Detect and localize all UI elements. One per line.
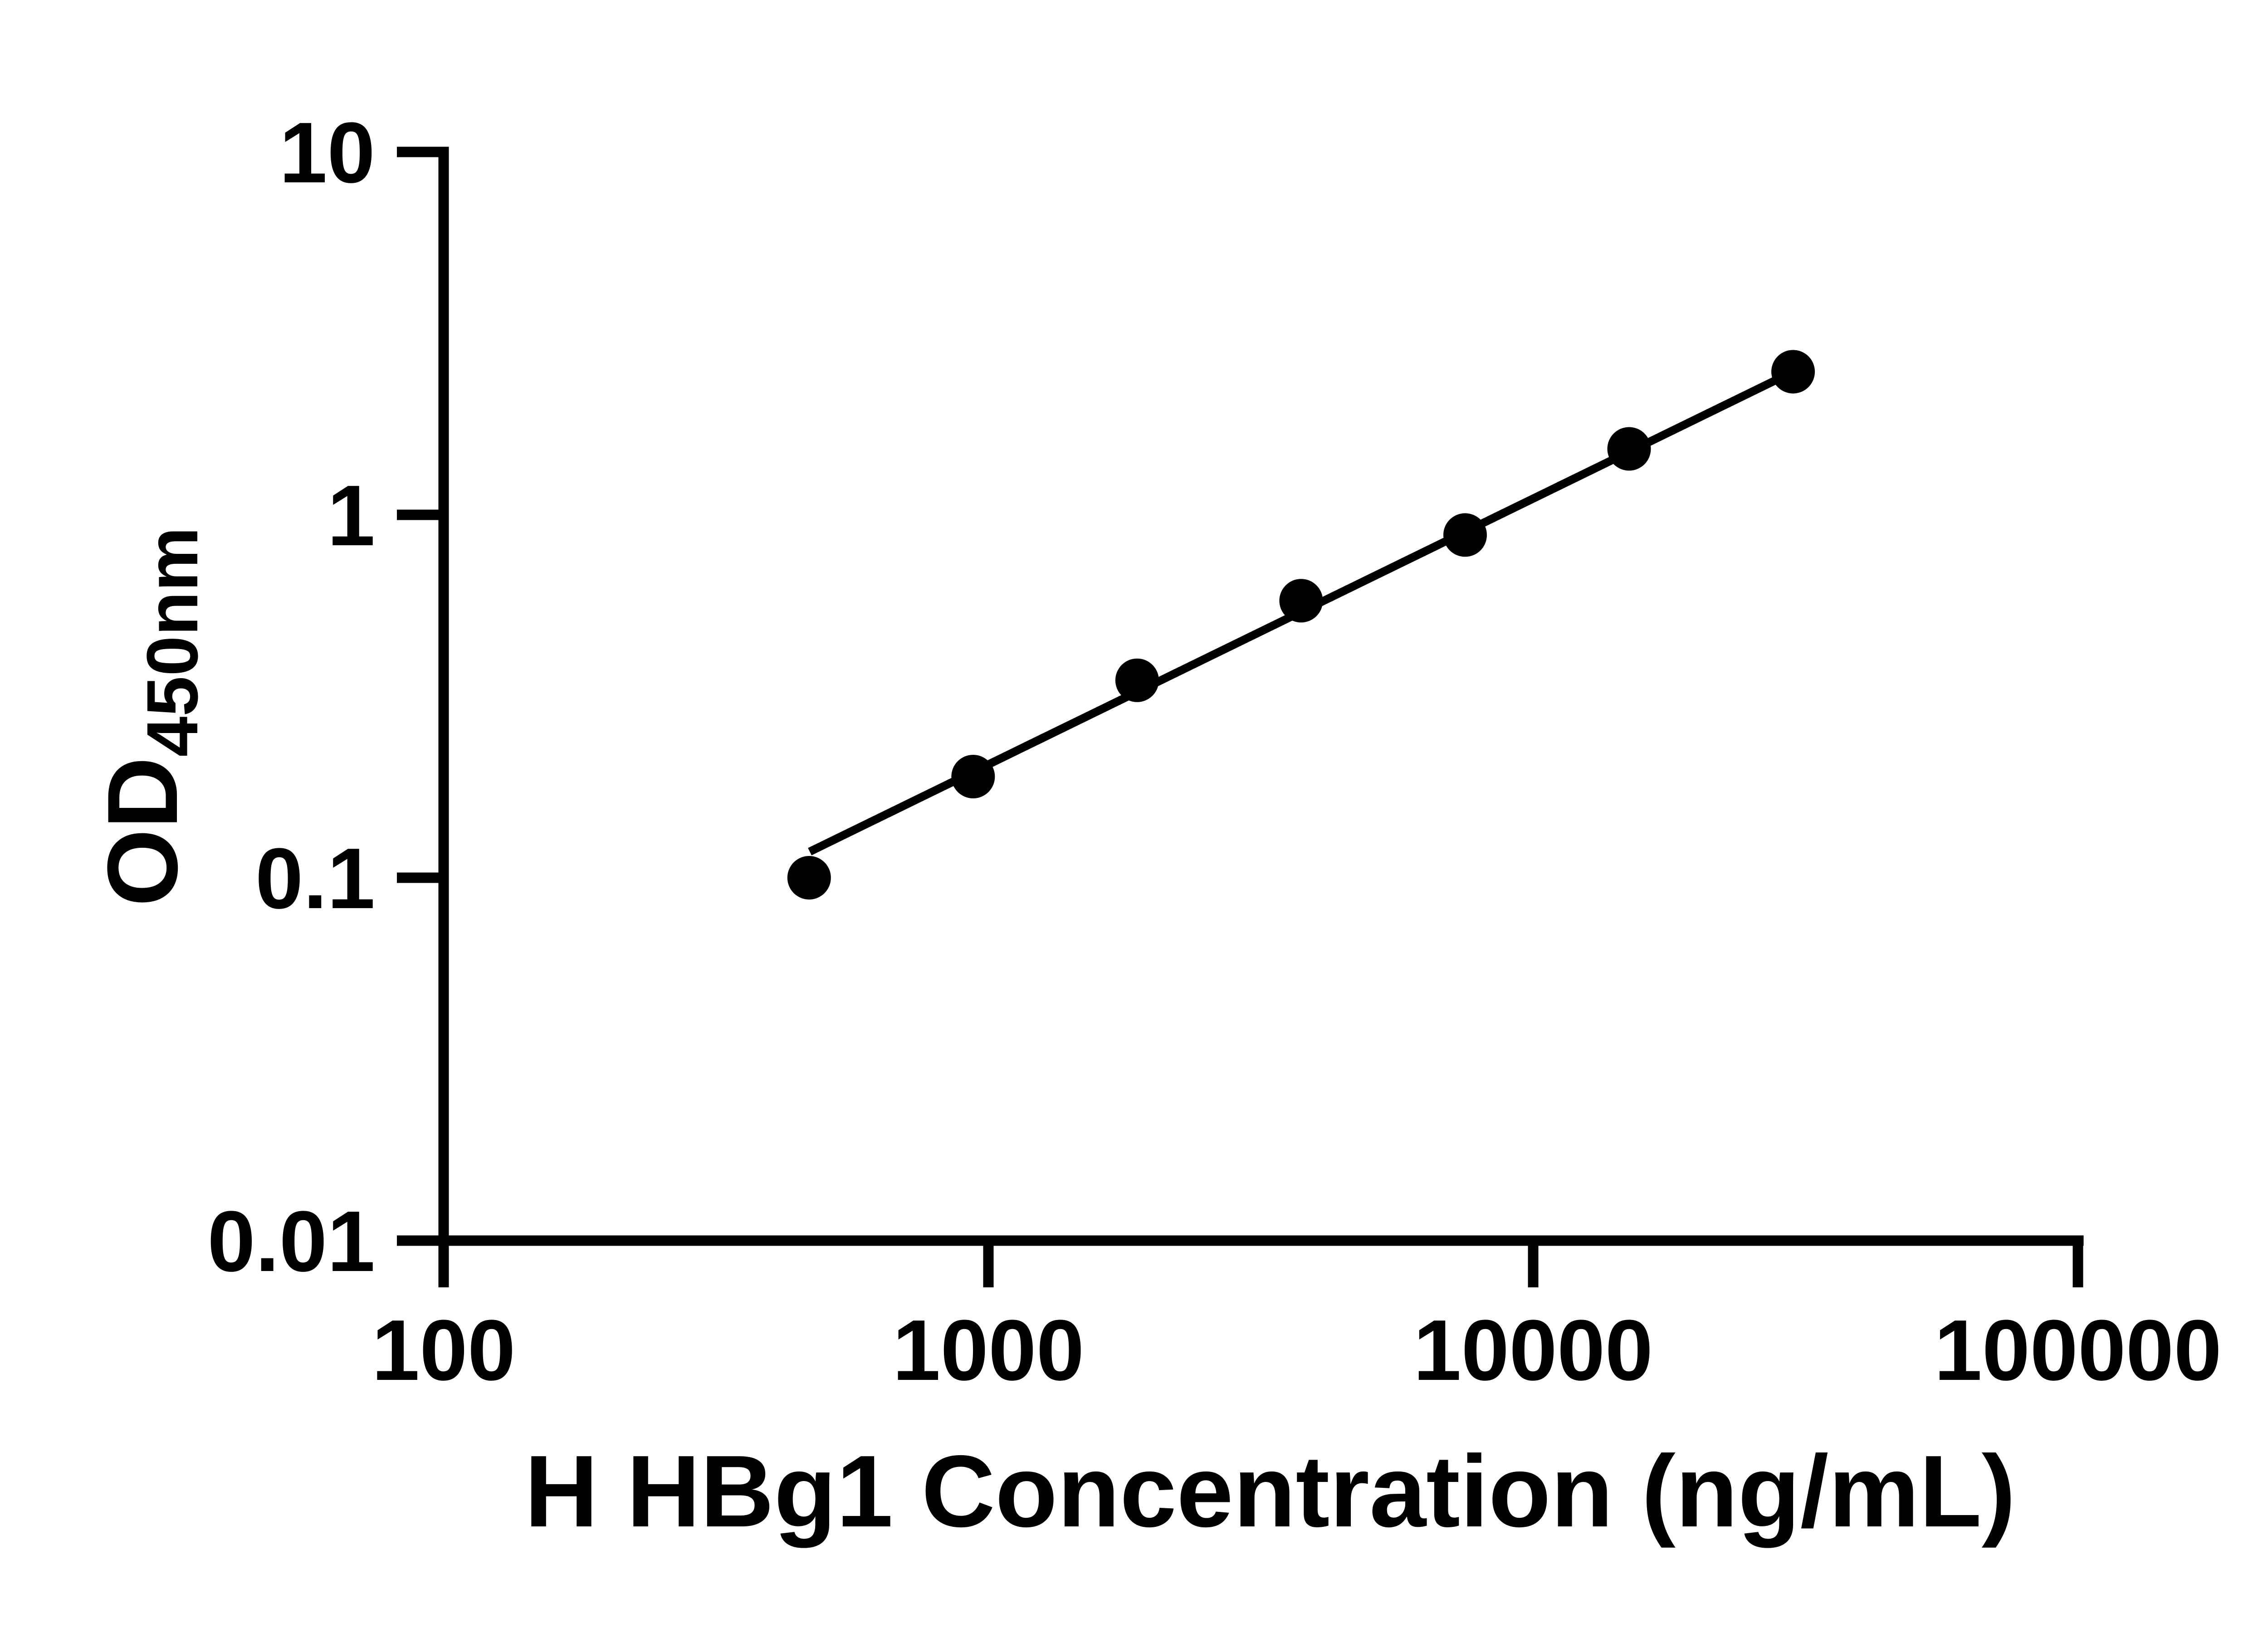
y-axis-title-subscript: 450nm — [132, 527, 213, 757]
x-tick-label: 1000 — [893, 1302, 1085, 1398]
data-point — [1115, 658, 1159, 702]
y-tick-label: 10 — [279, 105, 375, 201]
y-tick-label: 0.01 — [207, 1193, 375, 1290]
y-axis-title-main: OD — [87, 757, 198, 906]
data-point — [1771, 350, 1815, 394]
data-point — [787, 856, 831, 900]
data-point — [1279, 579, 1323, 623]
data-point — [1607, 427, 1651, 471]
axes-layer: 10 1 0.1 0.01 100 1000 10000 100000 — [207, 105, 2222, 1398]
data-series-layer — [787, 350, 1815, 900]
x-axis-title: H HBg1 Concentration (ng/mL) — [524, 1434, 2015, 1548]
x-tick-label: 100000 — [1934, 1302, 2222, 1398]
y-axis-title: OD450nm — [87, 527, 213, 907]
data-point — [1443, 513, 1487, 557]
data-point — [951, 754, 995, 798]
x-tick-label: 10000 — [1413, 1302, 1653, 1398]
x-tick-label: 100 — [371, 1302, 515, 1398]
y-tick-label: 0.1 — [255, 831, 375, 927]
y-tick-label: 1 — [327, 468, 375, 564]
